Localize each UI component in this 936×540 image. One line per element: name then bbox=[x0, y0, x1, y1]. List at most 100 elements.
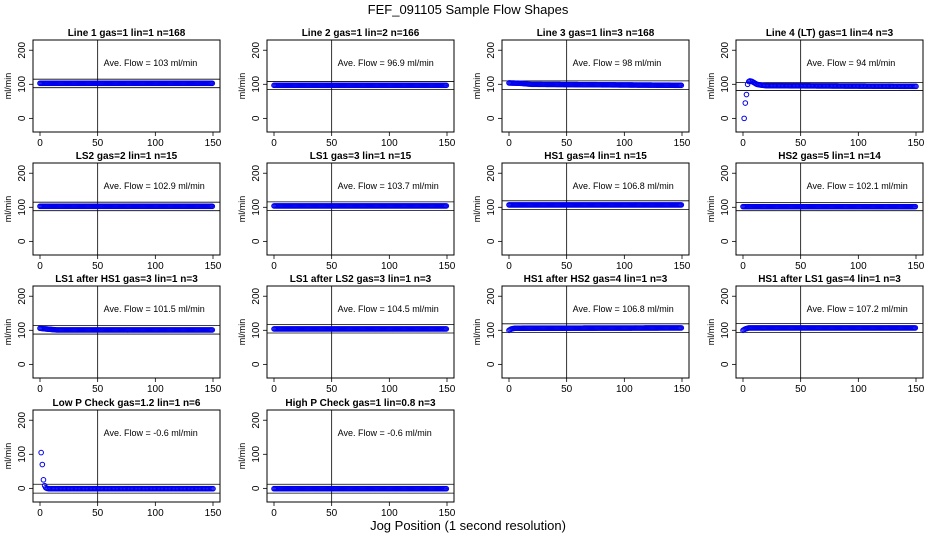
panel-title: HS2 gas=5 lin=1 n=14 bbox=[778, 151, 881, 162]
chart-panel-9: LS1 after HS1 gas=3 lin=1 n=3 Ave. Flow =… bbox=[3, 274, 222, 395]
x-tick-label: 50 bbox=[795, 138, 807, 149]
y-axis-label: ml/min bbox=[706, 319, 716, 346]
y-tick-label: 100 bbox=[17, 199, 28, 216]
flow-series bbox=[37, 203, 216, 210]
x-tick-label: 150 bbox=[908, 261, 925, 272]
chart-panel-7: HS1 gas=4 lin=1 n=15 Ave. Flow = 106.8 ml… bbox=[472, 151, 691, 272]
y-tick-label: 0 bbox=[251, 115, 262, 121]
y-tick-label: 200 bbox=[251, 287, 262, 304]
y-tick-label: 0 bbox=[720, 361, 731, 367]
flow-series bbox=[506, 80, 685, 89]
panel-title: HS1 after HS2 gas=4 lin=1 n=3 bbox=[524, 274, 668, 285]
ave-flow-annotation: Ave. Flow = 103.7 ml/min bbox=[338, 181, 439, 191]
data-point bbox=[443, 203, 450, 209]
y-tick-label: 200 bbox=[486, 164, 497, 181]
figure-title: FEF_091105 Sample Flow Shapes bbox=[367, 2, 569, 17]
x-tick-label: 100 bbox=[147, 138, 164, 149]
x-tick-label: 100 bbox=[381, 138, 398, 149]
x-tick-label: 50 bbox=[795, 261, 807, 272]
y-tick-label: 200 bbox=[17, 411, 28, 428]
chart-panel-8: HS2 gas=5 lin=1 n=14 Ave. Flow = 102.1 ml… bbox=[706, 151, 925, 272]
panel-title: HS1 gas=4 lin=1 n=15 bbox=[544, 151, 647, 162]
panel-frame bbox=[266, 162, 455, 256]
data-point bbox=[209, 203, 216, 210]
panel-title: Line 1 gas=1 lin=1 n=168 bbox=[68, 28, 186, 39]
y-tick-label: 200 bbox=[486, 287, 497, 304]
chart-panel-13: Low P Check gas=1.2 lin=1 n=6 Ave. Flow =… bbox=[3, 398, 222, 519]
x-tick-label: 50 bbox=[561, 261, 573, 272]
data-point bbox=[443, 326, 450, 332]
panel-title: LS2 gas=2 lin=1 n=15 bbox=[76, 151, 178, 162]
x-tick-label: 0 bbox=[37, 508, 43, 519]
panel-frame bbox=[32, 162, 221, 256]
panel-frame bbox=[32, 409, 221, 503]
ave-flow-annotation: Ave. Flow = 107.2 ml/min bbox=[807, 304, 908, 314]
panel-frame bbox=[266, 285, 455, 379]
data-point bbox=[210, 485, 216, 492]
y-tick-label: 0 bbox=[17, 115, 28, 121]
chart-panel-5: LS2 gas=2 lin=1 n=15 Ave. Flow = 102.9 ml… bbox=[3, 151, 222, 272]
x-tick-label: 50 bbox=[92, 261, 104, 272]
y-axis-label: ml/min bbox=[3, 319, 13, 346]
panel-title: High P Check gas=1 lin=0.8 n=3 bbox=[285, 398, 436, 409]
data-point bbox=[678, 325, 685, 331]
x-tick-label: 100 bbox=[381, 384, 398, 395]
y-tick-label: 100 bbox=[486, 76, 497, 93]
x-tick-label: 0 bbox=[271, 384, 277, 395]
y-axis-label: ml/min bbox=[3, 196, 13, 223]
chart-panel-11: HS1 after HS2 gas=4 lin=1 n=3 Ave. Flow =… bbox=[472, 274, 691, 395]
x-tick-label: 150 bbox=[205, 138, 222, 149]
data-point bbox=[38, 449, 44, 456]
x-tick-label: 100 bbox=[381, 261, 398, 272]
ave-flow-annotation: Ave. Flow = -0.6 ml/min bbox=[338, 428, 432, 438]
x-tick-label: 150 bbox=[439, 261, 456, 272]
x-tick-label: 100 bbox=[616, 261, 633, 272]
ave-flow-annotation: Ave. Flow = 94 ml/min bbox=[807, 58, 896, 68]
y-tick-label: 100 bbox=[486, 322, 497, 339]
x-tick-label: 0 bbox=[506, 384, 512, 395]
x-tick-label: 150 bbox=[205, 384, 222, 395]
y-tick-label: 0 bbox=[17, 238, 28, 244]
data-point bbox=[741, 115, 747, 122]
x-tick-label: 50 bbox=[326, 138, 338, 149]
y-axis-label: ml/min bbox=[237, 443, 247, 470]
y-axis-label: ml/min bbox=[706, 73, 716, 100]
x-tick-label: 100 bbox=[616, 384, 633, 395]
chart-panel-4: Line 4 (LT) gas=1 lin=4 n=3 Ave. Flow = 9… bbox=[706, 28, 925, 149]
x-tick-label: 100 bbox=[147, 508, 164, 519]
x-tick-label: 50 bbox=[795, 384, 807, 395]
data-point bbox=[678, 82, 685, 89]
y-tick-label: 100 bbox=[17, 322, 28, 339]
y-tick-label: 100 bbox=[720, 322, 731, 339]
ave-flow-annotation: Ave. Flow = 104.5 ml/min bbox=[338, 304, 439, 314]
y-tick-label: 200 bbox=[720, 164, 731, 181]
data-point bbox=[912, 203, 919, 210]
y-tick-label: 200 bbox=[251, 164, 262, 181]
ave-flow-annotation: Ave. Flow = 101.5 ml/min bbox=[104, 304, 205, 314]
data-point bbox=[443, 82, 450, 89]
y-tick-label: 100 bbox=[17, 76, 28, 93]
ave-flow-annotation: Ave. Flow = 106.8 ml/min bbox=[573, 304, 674, 314]
x-tick-label: 0 bbox=[271, 261, 277, 272]
panel-title: Line 3 gas=1 lin=3 n=168 bbox=[537, 28, 655, 39]
y-tick-label: 100 bbox=[17, 446, 28, 463]
x-tick-label: 100 bbox=[850, 138, 867, 149]
data-point bbox=[742, 100, 749, 106]
x-tick-label: 0 bbox=[271, 508, 277, 519]
flow-series bbox=[741, 78, 919, 122]
panel-title: LS1 after HS1 gas=3 lin=1 n=3 bbox=[55, 274, 198, 285]
data-point bbox=[743, 91, 750, 98]
data-point bbox=[209, 80, 216, 87]
x-tick-label: 50 bbox=[561, 384, 573, 395]
panel-title: LS1 gas=3 lin=1 n=15 bbox=[310, 151, 412, 162]
y-tick-label: 100 bbox=[251, 76, 262, 93]
y-tick-label: 200 bbox=[17, 41, 28, 58]
flow-series bbox=[38, 449, 216, 492]
ave-flow-annotation: Ave. Flow = 103 ml/min bbox=[104, 58, 198, 68]
flow-series bbox=[740, 203, 919, 210]
x-tick-label: 100 bbox=[850, 261, 867, 272]
y-tick-label: 0 bbox=[17, 485, 28, 491]
x-tick-label: 0 bbox=[506, 261, 512, 272]
x-tick-label: 100 bbox=[850, 384, 867, 395]
x-tick-label: 50 bbox=[561, 138, 573, 149]
